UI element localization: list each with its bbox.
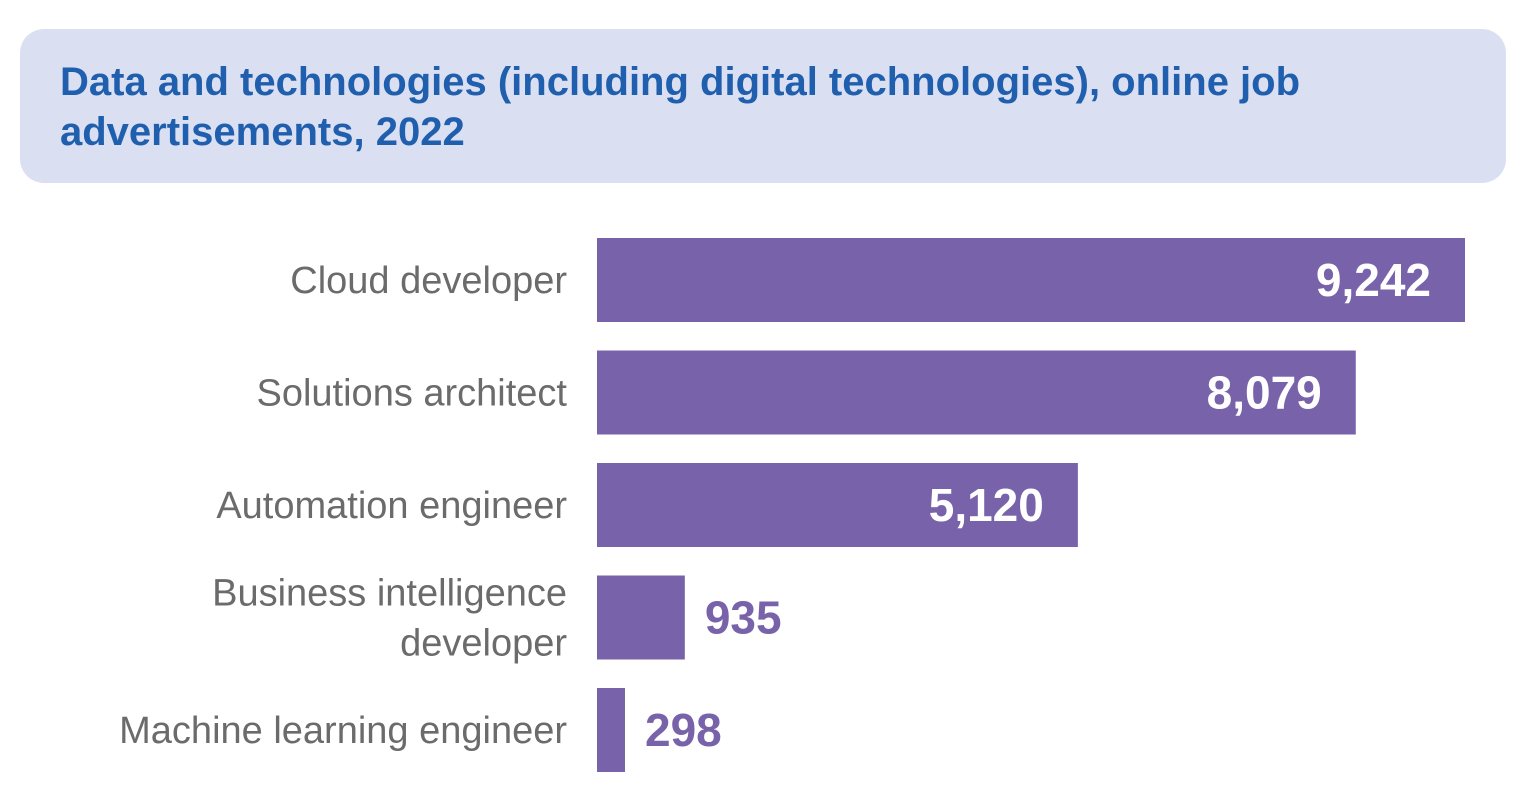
category-label-line: Business intelligence [212,573,567,615]
chart-title-box: Data and technologies (including digital… [20,29,1506,183]
category-label-line: developer [400,623,567,665]
category-label-3: Business intelligence developer [212,573,567,665]
value-label-4: 298 [645,704,722,756]
category-label-line: Machine learning engineer [119,710,567,752]
value-label-1: 8,079 [1207,367,1322,419]
category-label-2: Automation engineer [216,485,567,527]
category-label-1: Solutions architect [257,373,568,415]
category-label-line: Solutions architect [257,373,568,415]
value-label-3: 935 [705,592,782,644]
category-label-line: Cloud developer [290,260,567,302]
bar-1 [597,350,1356,435]
chart-title: Data and technologies (including digital… [60,60,1301,154]
value-label-0: 9,242 [1316,254,1431,306]
value-label-2: 5,120 [929,479,1044,531]
category-label-0: Cloud developer [290,260,567,302]
category-label-4: Machine learning engineer [119,710,567,752]
bar-3 [597,575,685,660]
bar-4 [597,688,625,772]
bar-2 [597,463,1078,547]
bar-0 [597,238,1465,322]
category-label-line: Automation engineer [216,485,567,527]
